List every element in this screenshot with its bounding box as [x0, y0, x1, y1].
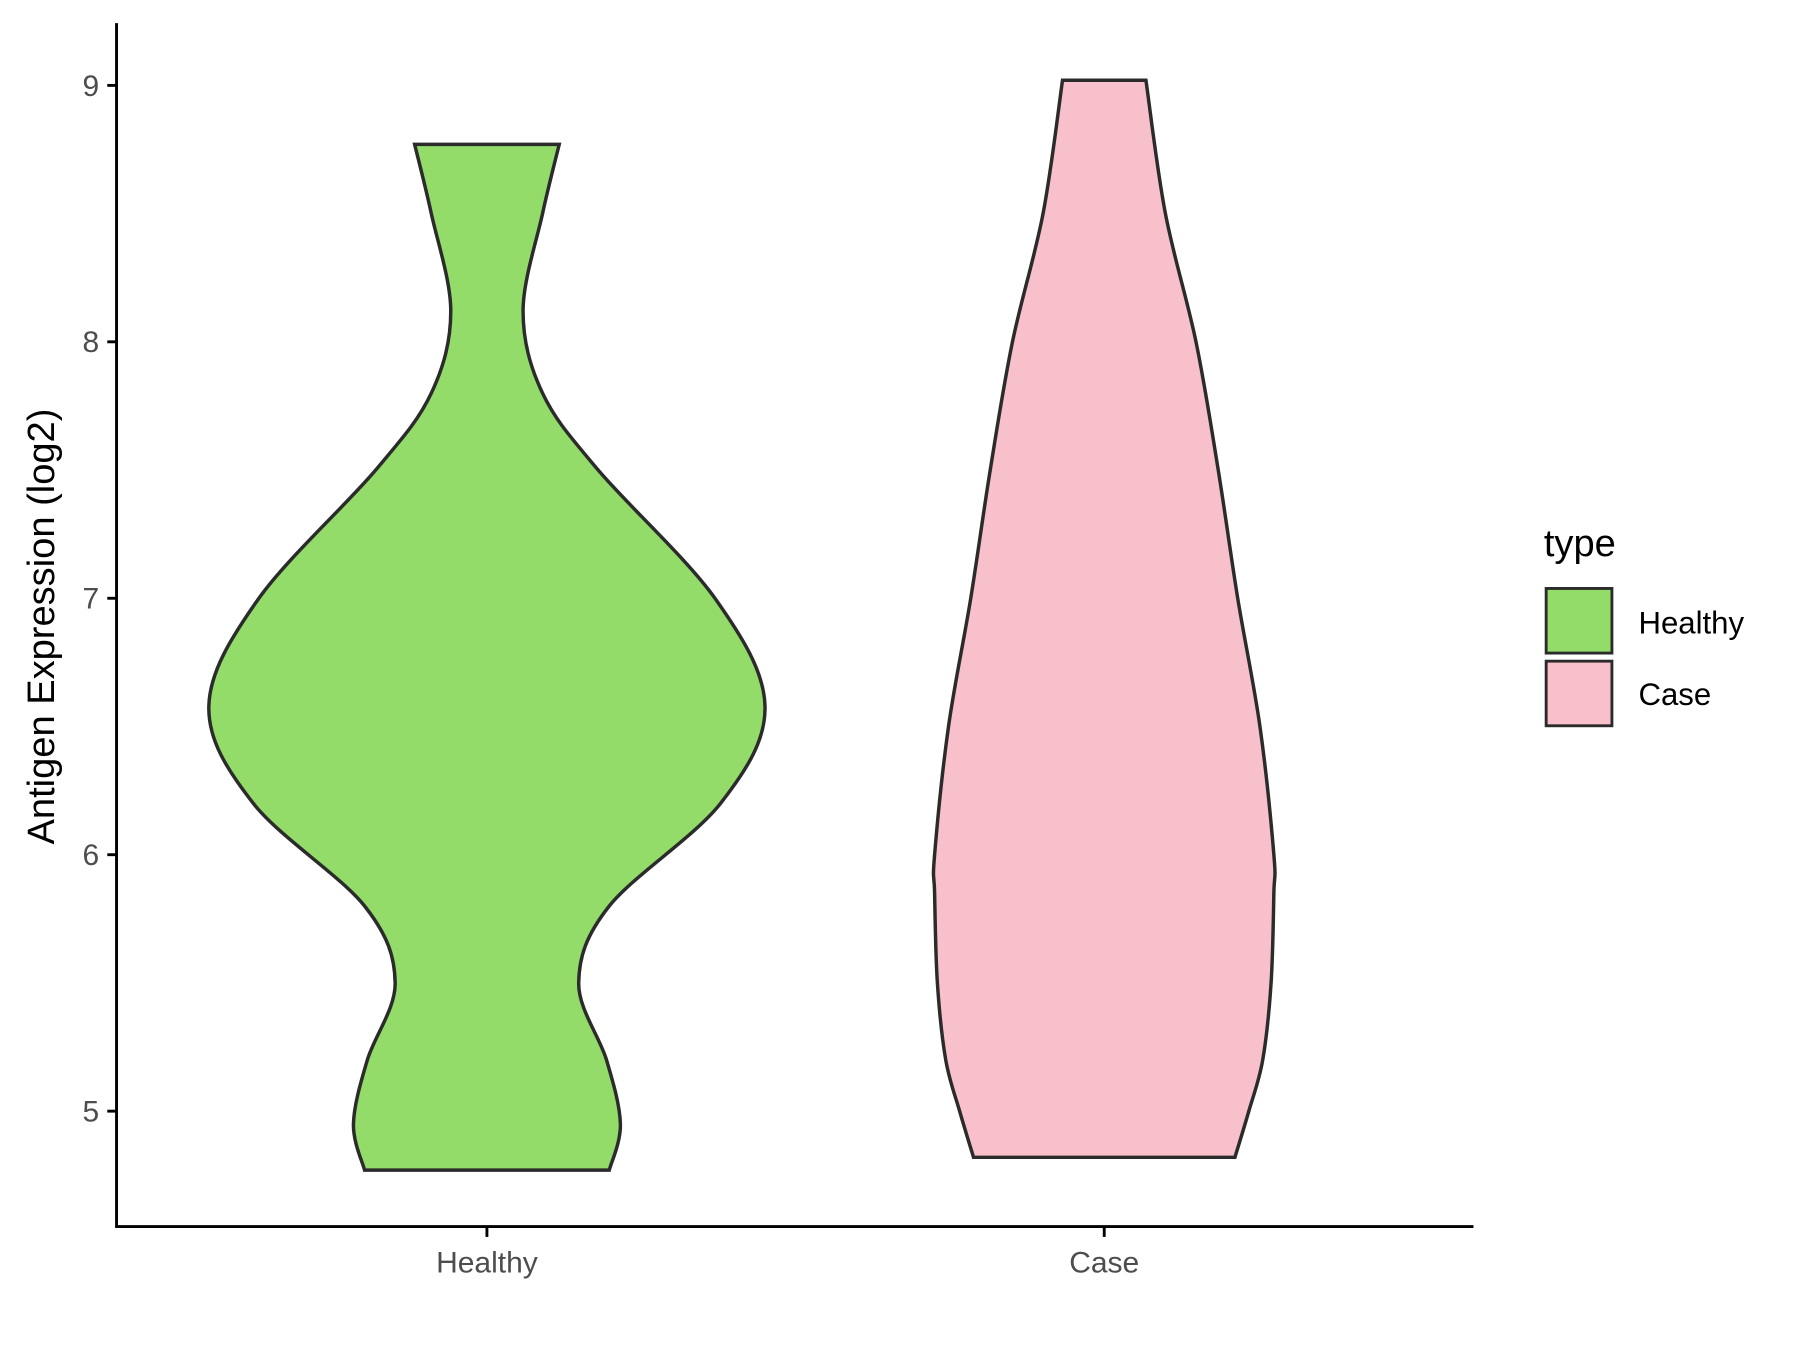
y-axis-label: Antigen Expression (log2) — [21, 409, 63, 845]
y-tick-label: 8 — [83, 326, 100, 359]
y-ticks: 5 6 7 8 9 — [83, 70, 117, 1129]
y-tick-label: 9 — [83, 70, 100, 103]
y-tick-label: 6 — [83, 839, 100, 872]
x-tick-label: Healthy — [436, 1247, 538, 1280]
violins — [207, 78, 1277, 1172]
legend: type Healthy Case — [1544, 523, 1744, 728]
y-tick-label: 7 — [83, 583, 100, 616]
legend-title: type — [1544, 523, 1616, 565]
legend-key-case — [1544, 659, 1614, 728]
x-tick-label: Case — [1069, 1247, 1139, 1280]
y-tick-label: 5 — [83, 1096, 100, 1129]
violin-case — [931, 78, 1277, 1160]
legend-key-healthy — [1544, 587, 1614, 655]
legend-label-healthy: Healthy — [1638, 605, 1744, 640]
violin-healthy — [207, 142, 767, 1172]
legend-label-case: Case — [1638, 677, 1711, 712]
x-ticks: Healthy Case — [436, 1226, 1139, 1280]
